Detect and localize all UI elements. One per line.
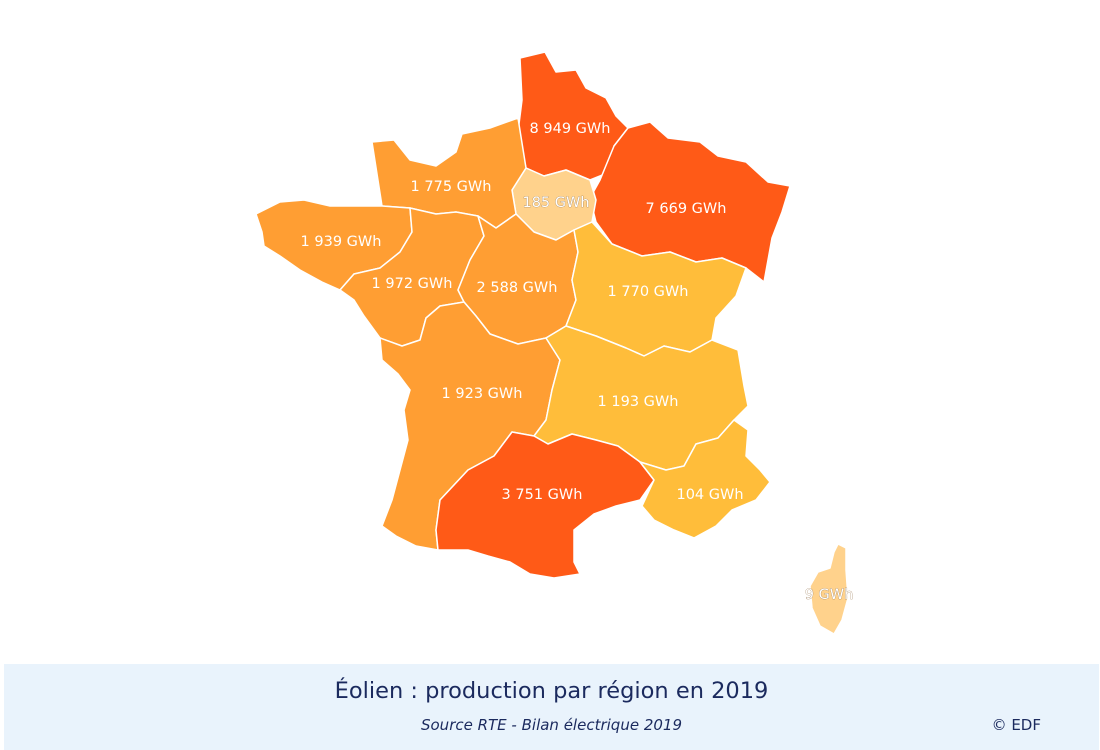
label-ile-de-france: 185 GWh — [522, 195, 589, 211]
label-hauts-de-france: 8 949 GWh — [530, 121, 611, 137]
region-provence-alpes-cote-dazur[interactable] — [639, 419, 771, 539]
label-bretagne: 1 939 GWh — [301, 234, 382, 250]
map-title: Éolien : production par région en 2019 — [334, 678, 769, 704]
copyright-notice: © EDF — [991, 716, 1041, 734]
label-pays-de-la-loire: 1 972 GWh — [372, 276, 453, 292]
label-provence-alpes-cote-dazur: 104 GWh — [676, 487, 743, 503]
label-grand-est: 7 669 GWh — [646, 201, 727, 217]
label-nouvelle-aquitaine: 1 923 GWh — [442, 386, 523, 402]
label-centre-val-de-loire: 2 588 GWh — [477, 280, 558, 296]
caption-panel: Éolien : production par région en 2019 S… — [4, 664, 1099, 750]
source-note: Source RTE - Bilan électrique 2019 — [420, 716, 682, 734]
region-corse[interactable] — [809, 543, 849, 635]
france-region-map: 8 949 GWh 7 669 GWh 185 GWh 1 775 GWh 1 … — [255, 51, 854, 635]
label-normandie: 1 775 GWh — [411, 179, 492, 195]
label-corse: 9 GWh — [805, 587, 854, 603]
region-occitanie[interactable] — [435, 431, 655, 579]
map-svg: 8 949 GWh 7 669 GWh 185 GWh 1 775 GWh 1 … — [255, 51, 854, 635]
label-bourgogne-franche-comte: 1 770 GWh — [608, 284, 689, 300]
label-occitanie: 3 751 GWh — [502, 487, 583, 503]
label-auvergne-rhone-alpes: 1 193 GWh — [598, 394, 679, 410]
